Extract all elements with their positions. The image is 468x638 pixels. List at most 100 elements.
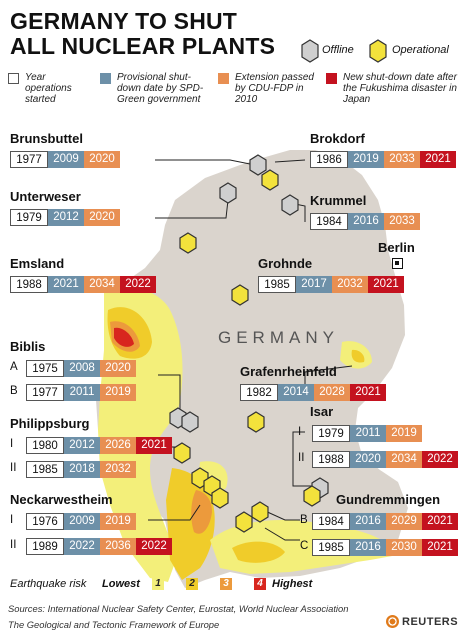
- unit-label-biblis-b: B: [10, 385, 18, 397]
- unit-label-isar-2: II: [298, 452, 305, 464]
- date-started: 1988: [10, 276, 48, 293]
- date-spd: 2009: [48, 151, 84, 168]
- legend-fukushima-label: New shut-down date after the Fukushima d…: [343, 72, 457, 105]
- date-spd: 2008: [64, 360, 100, 377]
- legend-spd-green-label: Provisional shut-down date by SPD-Green …: [117, 72, 204, 105]
- risk-zone-alps: [232, 541, 285, 563]
- date-started: 1977: [10, 151, 48, 168]
- dates-unterweser: 1979 2012 2020: [10, 209, 120, 226]
- date-new: 2021: [422, 513, 458, 530]
- leader-biblis: [158, 374, 181, 410]
- leader-isar: [292, 431, 316, 487]
- risk-level-4: 4: [254, 578, 266, 590]
- berlin-marker: [392, 258, 403, 269]
- operational-legend-icon: [369, 39, 387, 63]
- plant-marker-brokdorf: [261, 169, 279, 191]
- plant-marker-neckarwestheim-2: [211, 487, 229, 509]
- plant-marker-grohnde: [231, 284, 249, 306]
- unit-label-biblis-a: A: [10, 361, 18, 373]
- date-started: 1985: [26, 461, 64, 478]
- date-cdu: 2019: [386, 425, 422, 442]
- date-cdu: 2032: [332, 276, 368, 293]
- dates-grohnde: 1985 2017 2032 2021: [258, 276, 404, 293]
- legend-fukushima: New shut-down date after the Fukushima d…: [326, 72, 464, 105]
- sources-line-2: The Geological and Tectonic Framework of…: [8, 619, 220, 630]
- plant-marker-krummel: [281, 194, 299, 216]
- legend-year-started: Year operations started: [8, 72, 94, 105]
- date-spd: 2012: [48, 209, 84, 226]
- offline-legend-icon: [301, 39, 319, 63]
- unit-label-isar-1: I: [298, 426, 302, 438]
- date-new: 2022: [136, 538, 172, 555]
- date-started: 1986: [310, 151, 348, 168]
- plant-name-brunsbuttel: Brunsbuttel: [10, 131, 83, 146]
- date-cdu: 2034: [386, 451, 422, 468]
- offline-legend-label: Offline: [322, 44, 354, 56]
- leader-brokdorf: [274, 159, 306, 163]
- plant-name-isar: Isar: [310, 404, 334, 419]
- risk-zone-swabian: [191, 490, 212, 534]
- legend-year-started-label: Year operations started: [25, 72, 72, 105]
- unit-label-neckarwestheim-2: II: [10, 539, 17, 551]
- dates-isar-1: 1979 2011 2019: [312, 425, 422, 442]
- country-label: GERMANY: [218, 328, 339, 347]
- earthquake-risk-label: Earthquake risk: [10, 578, 87, 590]
- plant-name-philippsburg: Philippsburg: [10, 416, 90, 431]
- date-new: 2021: [136, 437, 172, 454]
- risk-level-3: 3: [220, 578, 232, 590]
- sources-line-1: Sources: International Nuclear Safety Ce…: [8, 603, 349, 614]
- risk-level-1: 1: [152, 578, 164, 590]
- date-new: 2022: [120, 276, 156, 293]
- date-spd: 2016: [350, 513, 386, 530]
- date-new: 2021: [420, 151, 456, 168]
- leader-neckarwestheim: [148, 504, 201, 521]
- date-started: 1980: [26, 437, 64, 454]
- plant-name-biblis: Biblis: [10, 339, 46, 354]
- date-spd: 2022: [64, 538, 100, 555]
- leader-gundremmingen: [262, 509, 300, 521]
- legend-swatch-blue: [100, 73, 111, 84]
- date-new: 2021: [422, 539, 458, 556]
- plant-name-emsland: Emsland: [10, 256, 65, 271]
- leader-brunsbuttel: [155, 159, 256, 166]
- legend-swatch-orange: [218, 73, 229, 84]
- date-cdu: 2033: [384, 213, 420, 230]
- date-spd: 2011: [350, 425, 386, 442]
- date-cdu: 2020: [84, 151, 120, 168]
- date-cdu: 2033: [384, 151, 420, 168]
- dates-neckarwestheim-1: 1976 2009 2019: [26, 513, 136, 530]
- plant-name-krummel: Krummel: [310, 193, 367, 208]
- dates-neckarwestheim-2: 1989 2022 2036 2022: [26, 538, 172, 555]
- plant-name-grafenrheinfeld: Grafenrheinfeld: [240, 364, 337, 379]
- plant-name-unterweser: Unterweser: [10, 189, 81, 204]
- plant-marker-biblis-b: [181, 411, 199, 433]
- dates-gundremmingen-c: 1985 2016 2030 2021: [312, 539, 458, 556]
- date-started: 1979: [312, 425, 350, 442]
- title-line-2: ALL NUCLEAR PLANTS: [10, 33, 276, 59]
- date-cdu: 2030: [386, 539, 422, 556]
- date-started: 1985: [258, 276, 296, 293]
- date-spd: 2011: [64, 384, 100, 401]
- unit-label-neckarwestheim-1: I: [10, 514, 14, 526]
- date-new: 2021: [368, 276, 404, 293]
- risk-level-2: 2: [186, 578, 198, 590]
- date-started: 1985: [312, 539, 350, 556]
- date-spd: 2018: [64, 461, 100, 478]
- date-started: 1975: [26, 360, 64, 377]
- date-cdu: 2026: [100, 437, 136, 454]
- plant-marker-brunsbuttel: [249, 154, 267, 176]
- date-cdu: 2032: [100, 461, 136, 478]
- date-cdu: 2034: [84, 276, 120, 293]
- legend-cdu-fdp: Extension passed by CDU-FDP in 2010: [218, 72, 324, 105]
- title-line-1: GERMANY TO SHUT: [10, 8, 238, 34]
- date-started: 1982: [240, 384, 278, 401]
- unit-label-philippsburg-1: I: [10, 438, 14, 450]
- date-cdu: 2020: [84, 209, 120, 226]
- date-cdu: 2036: [100, 538, 136, 555]
- date-spd: 2014: [278, 384, 314, 401]
- unit-label-gundremmingen-c: C: [300, 540, 309, 552]
- dates-brunsbuttel: 1977 2009 2020: [10, 151, 120, 168]
- dates-philippsburg-2: 1985 2018 2032: [26, 461, 136, 478]
